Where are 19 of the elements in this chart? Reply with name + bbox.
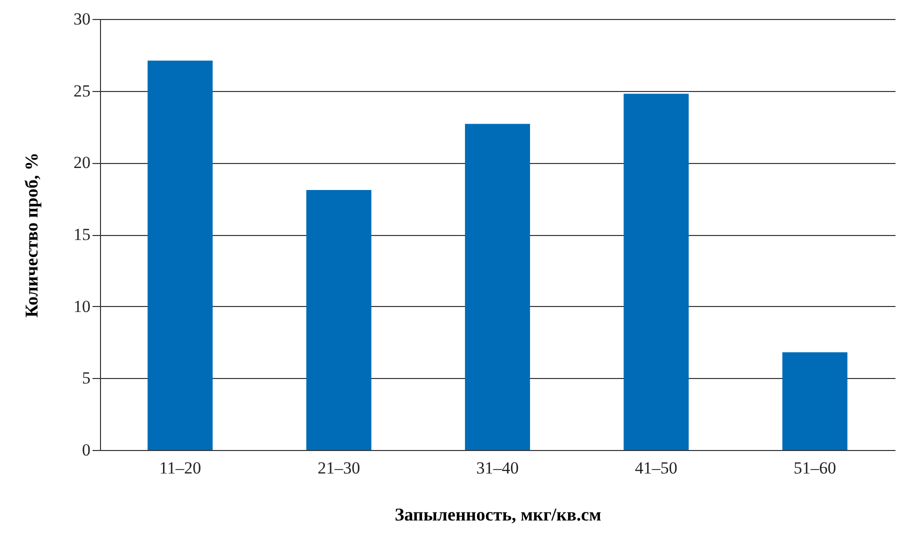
y-tick-label: 0 bbox=[82, 440, 90, 460]
x-tick-label: 51–60 bbox=[794, 458, 836, 478]
x-tick-label: 21–30 bbox=[318, 458, 360, 478]
y-tick-label: 25 bbox=[74, 81, 90, 100]
y-tick-label: 20 bbox=[74, 153, 90, 172]
y-tick-label: 10 bbox=[74, 296, 90, 316]
y-tick-label: 5 bbox=[82, 368, 90, 388]
x-tick-label: 31–40 bbox=[476, 458, 519, 478]
y-tick-label: 30 bbox=[74, 10, 90, 28]
y-tick-label: 15 bbox=[74, 225, 90, 244]
bar bbox=[148, 60, 213, 450]
y-axis-title: Количество проб, % bbox=[22, 152, 42, 318]
x-tick-label: 11–20 bbox=[159, 458, 202, 478]
bar bbox=[782, 352, 848, 450]
bar bbox=[624, 94, 689, 450]
bar bbox=[464, 124, 530, 450]
x-axis-title: Запыленность, мкг/кв.см bbox=[394, 504, 602, 524]
x-tick-label: 41–50 bbox=[634, 458, 678, 478]
bar bbox=[306, 190, 372, 450]
